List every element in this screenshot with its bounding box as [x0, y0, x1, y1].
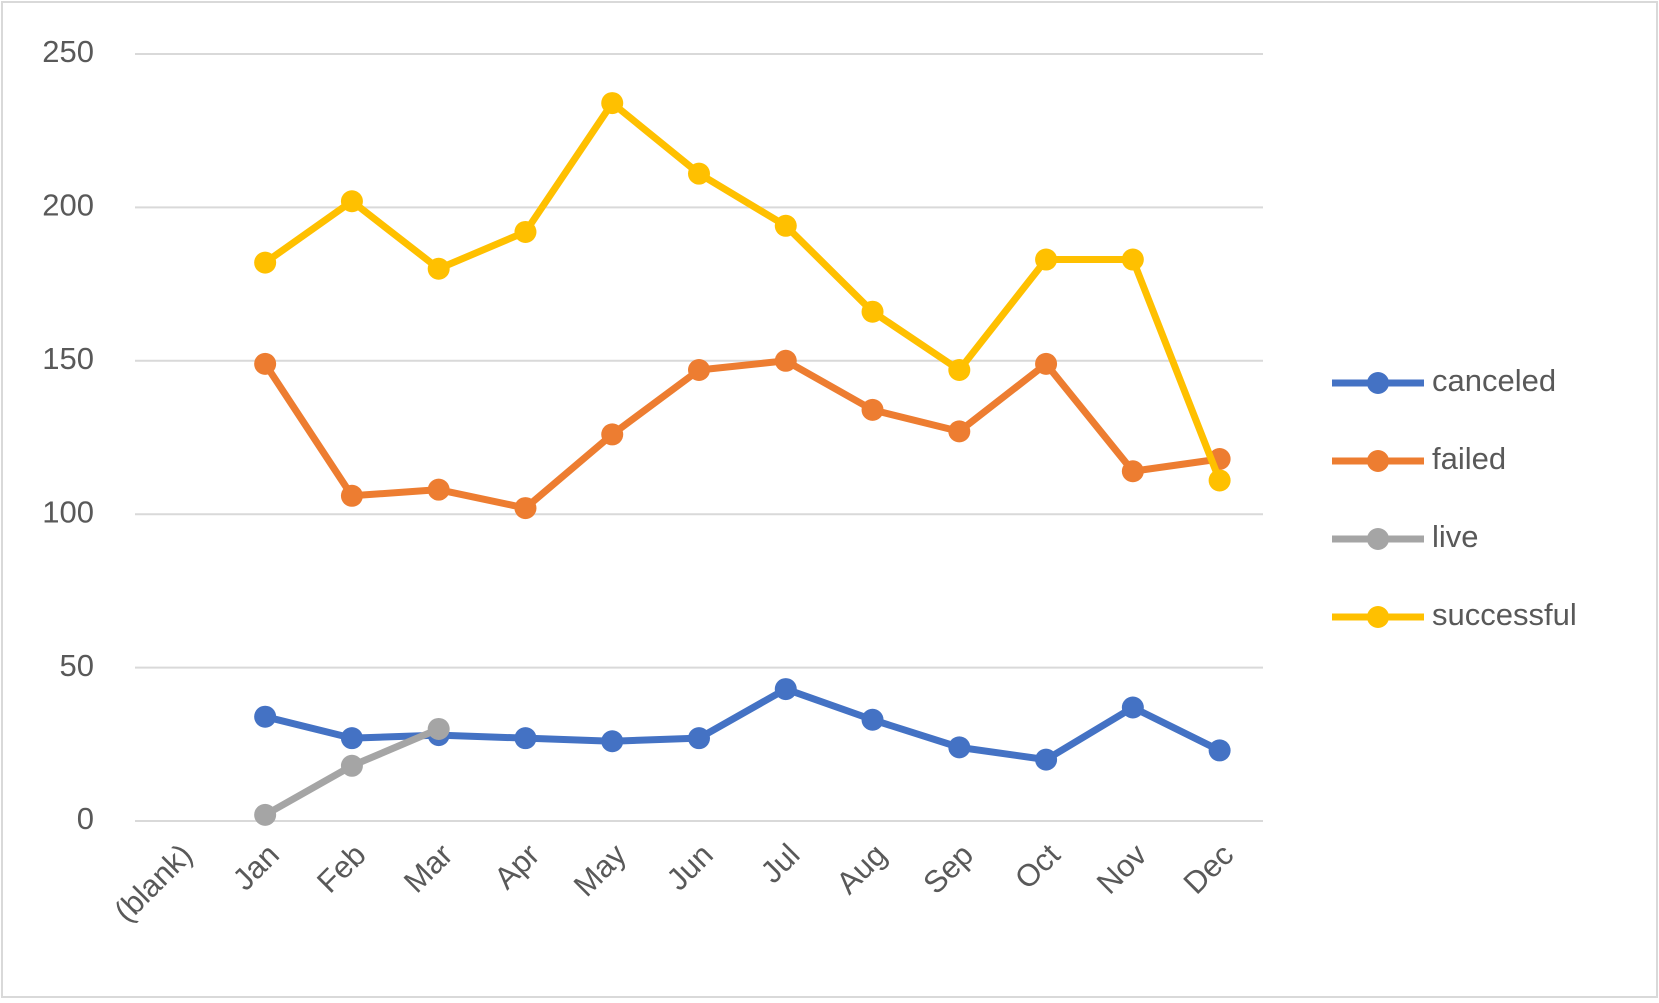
legend-marker	[1367, 450, 1389, 472]
data-point	[1208, 469, 1231, 492]
legend-label: live	[1432, 519, 1479, 554]
legend-marker	[1367, 606, 1389, 628]
data-point	[861, 398, 884, 421]
data-point	[861, 300, 884, 323]
data-point	[254, 352, 277, 375]
data-point	[427, 717, 450, 740]
data-point	[340, 190, 363, 213]
data-point	[1121, 460, 1144, 483]
legend-label: canceled	[1432, 363, 1556, 398]
y-tick-label: 150	[42, 341, 94, 376]
data-point	[948, 359, 971, 382]
legend-marker	[1367, 372, 1389, 394]
data-point	[427, 257, 450, 280]
series-line	[263, 99, 1223, 482]
data-point	[427, 478, 450, 501]
legend-label: failed	[1432, 441, 1506, 476]
data-point	[601, 423, 624, 446]
data-point	[688, 359, 710, 382]
y-tick-label: 200	[42, 188, 94, 223]
data-point	[254, 251, 277, 274]
data-point	[514, 220, 537, 243]
legend-marker	[1367, 528, 1389, 550]
data-point	[1035, 352, 1058, 375]
data-point	[340, 484, 363, 507]
data-point	[254, 705, 277, 728]
data-point	[601, 730, 624, 753]
data-point	[948, 736, 971, 759]
series-line	[262, 357, 1221, 512]
y-tick-label: 0	[77, 801, 94, 836]
data-point	[774, 349, 797, 372]
data-point	[861, 708, 884, 731]
data-point	[1121, 248, 1144, 271]
y-tick-label: 100	[42, 494, 94, 529]
data-point	[514, 497, 537, 520]
data-point	[1208, 739, 1231, 762]
data-point	[340, 727, 363, 750]
legend-label: successful	[1432, 597, 1577, 632]
data-point	[340, 754, 363, 777]
data-point	[774, 678, 797, 701]
data-point	[1121, 696, 1144, 719]
data-point	[688, 727, 710, 750]
y-tick-label: 50	[60, 648, 94, 683]
data-point	[601, 92, 624, 115]
data-point	[1035, 748, 1058, 771]
data-point	[774, 214, 797, 237]
data-point	[254, 803, 277, 826]
y-tick-label: 250	[42, 34, 94, 69]
data-point	[688, 162, 710, 185]
data-point	[514, 727, 537, 750]
data-point	[948, 420, 971, 443]
data-point	[1035, 248, 1058, 271]
